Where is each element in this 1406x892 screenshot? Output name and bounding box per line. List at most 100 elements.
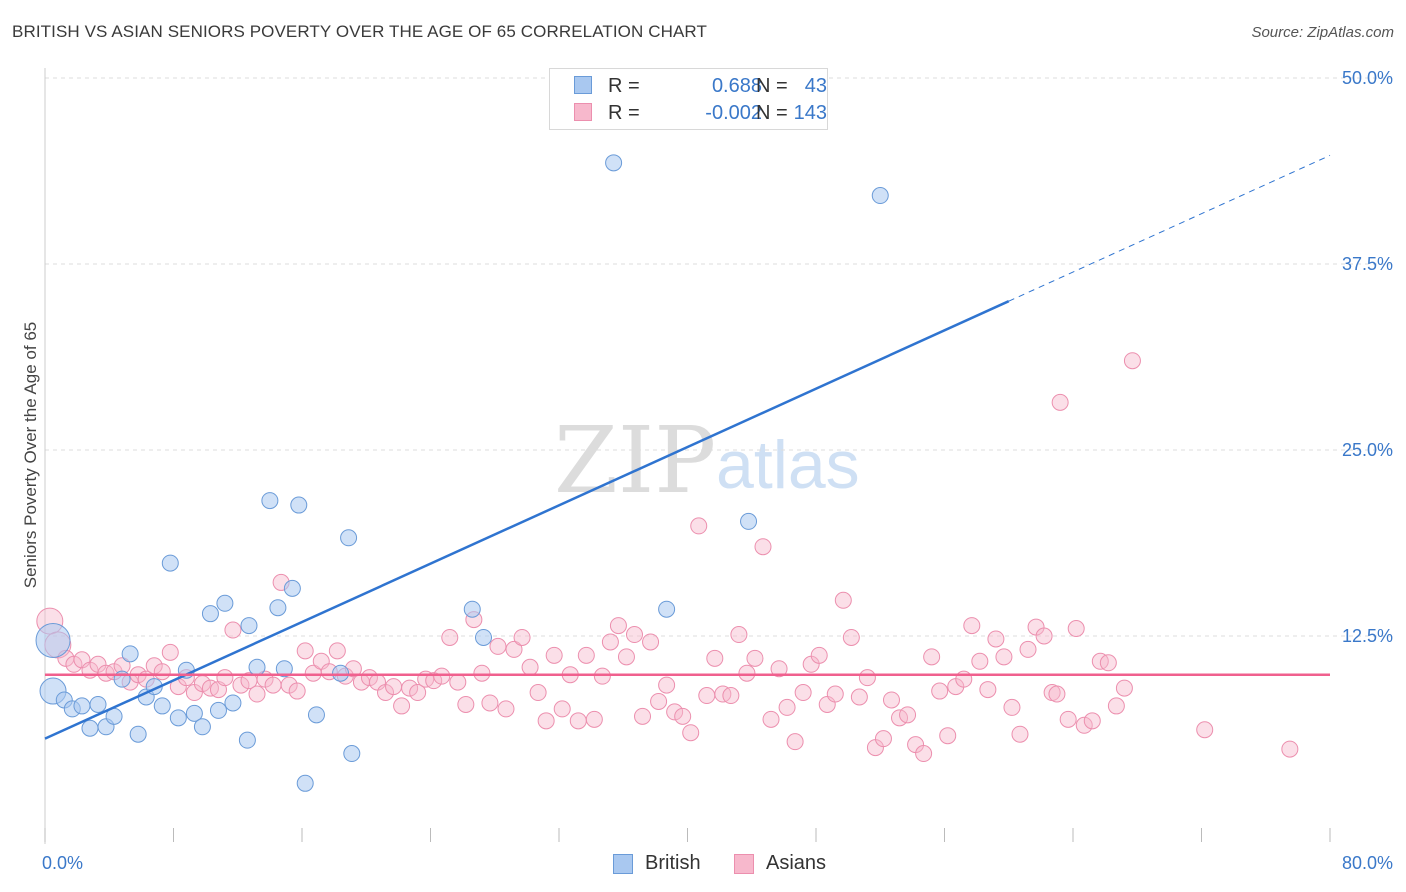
british-point: [871, 187, 889, 205]
asians-point: [642, 633, 660, 651]
asians-point: [754, 538, 772, 556]
asians-point: [1067, 620, 1085, 638]
asians-point: [497, 700, 515, 718]
british-point: [605, 154, 623, 172]
asians-point: [882, 691, 900, 709]
british-point: [224, 694, 242, 712]
british-point: [463, 600, 481, 618]
british-trend-line: [44, 300, 1010, 740]
source-label: Source: ZipAtlas.com: [1251, 24, 1394, 41]
asians-point: [666, 703, 684, 721]
series-legend: British Asians: [0, 852, 1406, 878]
asians-point: [449, 673, 467, 691]
asians-point: [738, 664, 756, 682]
asians-point: [328, 642, 346, 660]
british-point: [240, 617, 258, 635]
british-point: [340, 529, 358, 547]
british-point: [201, 605, 219, 623]
asians-point: [931, 682, 949, 700]
asians-point: [393, 697, 411, 715]
british-point: [658, 600, 676, 618]
asians-point: [690, 517, 708, 535]
tick-labels: 12.5% 25.0% 37.5% 50.0% 0.0% 80.0%: [42, 68, 1393, 873]
british-n-value: 43: [804, 75, 827, 97]
british-point: [216, 594, 234, 612]
british-point: [238, 731, 256, 749]
asians-point: [923, 648, 941, 666]
asians-point: [473, 664, 491, 682]
asians-point: [682, 724, 700, 742]
y-tick-label: 25.0%: [1342, 440, 1393, 460]
british-point: [261, 492, 279, 510]
asians-point: [874, 730, 892, 748]
asians-point: [1123, 352, 1141, 370]
asians-point: [1107, 697, 1125, 715]
asians-point: [850, 688, 868, 706]
asians-point: [625, 626, 643, 644]
british-point: [153, 697, 171, 715]
grid: [45, 77, 1392, 637]
asians-point: [385, 678, 403, 696]
british-swatch: [574, 76, 592, 94]
asians-r-value: -0.002: [705, 102, 762, 124]
asians-point: [569, 712, 587, 730]
asians-point: [264, 676, 282, 694]
asians-point: [585, 710, 603, 728]
asians-point: [489, 637, 507, 655]
n-label: N =: [756, 75, 788, 97]
asians-point: [770, 660, 788, 678]
british-point: [283, 579, 301, 597]
asians-point: [1196, 721, 1214, 739]
british-point: [35, 622, 71, 658]
asians-point: [521, 658, 539, 676]
asians-point: [425, 672, 443, 690]
british-point: [193, 718, 211, 736]
y-tick-label: 50.0%: [1342, 68, 1393, 88]
british-point: [129, 725, 147, 743]
asians-point: [601, 633, 619, 651]
asians-point: [617, 648, 635, 666]
asians-point: [1019, 640, 1037, 658]
asians-point: [553, 700, 571, 718]
asians-point: [1083, 712, 1101, 730]
asians-point: [1003, 698, 1021, 716]
chart-title: BRITISH VS ASIAN SENIORS POVERTY OVER TH…: [12, 22, 707, 41]
asians-point: [650, 692, 668, 710]
asians-point: [153, 663, 171, 681]
asians-point: [858, 669, 876, 687]
legend-asians-label: Asians: [766, 852, 827, 874]
asians-point: [537, 712, 555, 730]
british-series: [35, 154, 889, 792]
asians-point: [216, 669, 234, 687]
british-point: [296, 774, 314, 792]
asians-point: [826, 685, 844, 703]
asians-point: [232, 676, 250, 694]
british-point: [89, 695, 107, 713]
british-r-value: 0.688: [711, 75, 762, 97]
asians-point: [1075, 716, 1093, 734]
n-label: N =: [756, 102, 788, 124]
british-point: [307, 706, 325, 724]
asians-point: [1048, 685, 1066, 703]
asians-point: [545, 646, 563, 664]
british-point: [740, 512, 758, 530]
asians-point: [786, 733, 804, 751]
asians-point: [658, 676, 676, 694]
asians-point: [248, 685, 266, 703]
x-tick-label: 0.0%: [42, 853, 83, 873]
asians-point: [288, 682, 306, 700]
r-label: R =: [608, 102, 640, 124]
british-point: [343, 745, 361, 763]
asians-point: [1059, 710, 1077, 728]
asians-point: [762, 710, 780, 728]
legend-british-label: British: [645, 852, 701, 874]
asians-point: [224, 621, 242, 639]
asians-point: [1011, 725, 1029, 743]
asians-point: [481, 694, 499, 712]
asians-point: [706, 649, 724, 667]
asians-point: [457, 695, 475, 713]
british-point: [169, 709, 187, 727]
asians-point: [746, 649, 764, 667]
asians-swatch: [574, 103, 592, 121]
